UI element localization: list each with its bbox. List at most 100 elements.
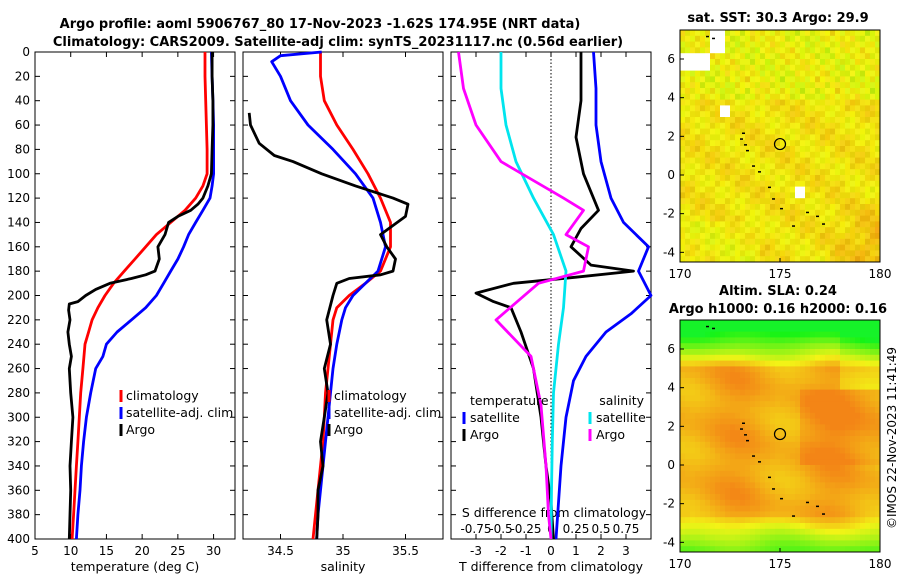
map-cell	[795, 70, 801, 77]
map-cell	[760, 163, 766, 170]
map-cell	[715, 499, 721, 506]
map-cell	[780, 331, 786, 338]
map-cell	[725, 59, 731, 66]
map-cell	[785, 511, 791, 518]
map-cell	[680, 325, 686, 332]
map-cell	[800, 325, 806, 332]
map-cell	[805, 407, 811, 414]
map-cell	[805, 331, 811, 338]
map-cell	[730, 204, 736, 211]
map-cell	[745, 546, 751, 553]
map-cell	[870, 140, 876, 147]
map-cell	[845, 331, 851, 338]
map-cell	[745, 383, 751, 390]
map-cell	[775, 337, 781, 344]
map-cell	[705, 209, 711, 216]
map-cell	[800, 134, 806, 141]
map-cell	[765, 256, 771, 263]
map-cell	[680, 366, 686, 373]
map-cell	[810, 70, 816, 77]
map-cell	[815, 494, 821, 501]
map-cell	[790, 198, 796, 205]
map-cell	[810, 64, 816, 71]
map-cell	[815, 146, 821, 153]
map-cell	[695, 383, 701, 390]
map-cell	[770, 540, 776, 547]
map-cell	[850, 180, 856, 187]
map-cell	[840, 441, 846, 448]
map-cell	[785, 343, 791, 350]
map-cell	[695, 221, 701, 228]
map-cell	[840, 221, 846, 228]
map-cell	[735, 470, 741, 477]
map-cell	[850, 523, 856, 530]
map-cell	[860, 418, 866, 425]
map-cell	[775, 233, 781, 240]
map-cell	[790, 134, 796, 141]
map-cell	[740, 534, 746, 541]
map-cell	[850, 151, 856, 158]
map-cell	[705, 383, 711, 390]
map-cell	[695, 424, 701, 431]
map-cell	[875, 88, 881, 95]
map-cell	[860, 523, 866, 530]
map-cell	[865, 88, 871, 95]
map-cell	[745, 447, 751, 454]
map-cell	[750, 447, 756, 454]
map-cell	[855, 505, 861, 512]
map-cell	[725, 540, 731, 547]
map-cell	[720, 540, 726, 547]
map-cell	[700, 47, 706, 54]
map-cell	[840, 412, 846, 419]
map-cell	[865, 389, 871, 396]
map-cell	[875, 354, 881, 361]
map-cell	[710, 383, 716, 390]
map-cell	[790, 401, 796, 408]
map-cell	[775, 528, 781, 535]
map-cell	[870, 482, 876, 489]
map-cell	[870, 534, 876, 541]
salinity-panel: 34.5 35 35.5salinityclimatologysatellite-a…	[242, 50, 444, 574]
map-cell	[710, 494, 716, 501]
map-cell	[720, 128, 726, 135]
map-cell	[725, 117, 731, 124]
map-cell	[740, 117, 746, 124]
map-cell	[760, 99, 766, 106]
map-cell	[705, 372, 711, 379]
map-cell	[765, 418, 771, 425]
map-cell	[780, 476, 786, 483]
map-cell	[780, 93, 786, 100]
map-cell	[770, 215, 776, 222]
map-cell	[835, 546, 841, 553]
map-cell	[690, 35, 696, 42]
map-cell	[780, 482, 786, 489]
map-cell	[825, 337, 831, 344]
map-cell	[730, 482, 736, 489]
map-cell	[860, 169, 866, 176]
map-cell	[710, 523, 716, 530]
map-cell	[705, 215, 711, 222]
map-cell	[825, 320, 831, 327]
map-cell	[690, 215, 696, 222]
map-cell	[775, 325, 781, 332]
x2-axis-label: S difference from climatology	[462, 505, 647, 520]
map-cell	[865, 453, 871, 460]
map-cell	[740, 453, 746, 460]
map-cell	[710, 70, 716, 77]
map-cell	[695, 53, 701, 60]
map-cell	[705, 157, 711, 164]
map-cell	[765, 41, 771, 48]
map-cell	[735, 47, 741, 54]
map-cell	[865, 180, 871, 187]
map-cell	[855, 41, 861, 48]
map-cell	[745, 47, 751, 54]
map-cell	[685, 534, 691, 541]
map-cell	[685, 128, 691, 135]
map-cell	[755, 117, 761, 124]
map-cell	[855, 325, 861, 332]
depth-tick-label: 260	[7, 362, 30, 376]
map-cell	[825, 476, 831, 483]
map-cell	[850, 233, 856, 240]
map-cell	[725, 447, 731, 454]
